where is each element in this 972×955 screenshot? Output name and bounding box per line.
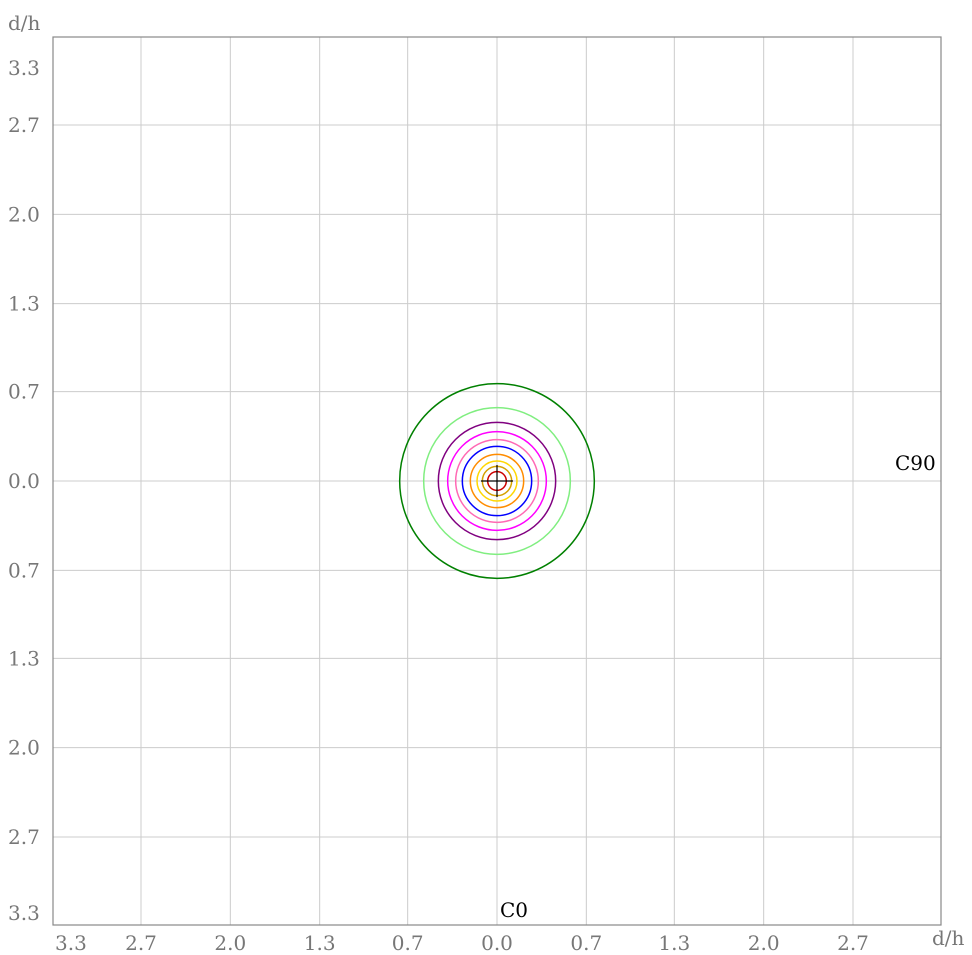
contour-ring — [461, 445, 533, 517]
x-tick-label: 0.7 — [570, 931, 602, 955]
y-tick-label: 3.3 — [8, 901, 40, 925]
x-tick-label: 0.7 — [392, 931, 424, 955]
contour-ring — [454, 438, 540, 524]
plane-label-c0: C0 — [500, 898, 528, 922]
y-tick-label: 2.0 — [8, 202, 40, 226]
y-axis-unit-label: d/h — [8, 11, 41, 35]
x-axis-unit-label: d/h — [932, 926, 965, 950]
y-tick-label: 2.0 — [8, 736, 40, 760]
contour-ring — [437, 421, 557, 541]
contour-ring — [398, 382, 596, 580]
y-tick-label: 2.7 — [8, 825, 40, 849]
y-tick-labels: 3.3 2.7 2.0 1.3 0.7 0.0 0.7 1.3 2.0 2.7 3.3 — [8, 56, 40, 925]
x-tick-label: 1.3 — [658, 931, 690, 955]
y-tick-label: 3.3 — [8, 56, 40, 80]
y-tick-label: 1.3 — [8, 646, 40, 670]
y-tick-label: 1.3 — [8, 292, 40, 316]
contour-ring — [469, 453, 525, 509]
contour-ring — [446, 430, 548, 532]
y-tick-label: 0.7 — [8, 558, 40, 582]
x-tick-label: 0.0 — [481, 931, 513, 955]
y-tick-label: 0.7 — [8, 380, 40, 404]
y-tick-label: 0.0 — [8, 469, 40, 493]
contour-ring — [476, 460, 518, 502]
plot-frame — [52, 36, 942, 926]
x-tick-label: 2.0 — [748, 931, 780, 955]
x-tick-labels: 3.3 2.7 2.0 1.3 0.7 0.0 0.7 1.3 2.0 2.7 — [55, 931, 869, 955]
contour-ring — [422, 406, 572, 556]
plane-label-c90: C90 — [895, 451, 936, 475]
x-tick-label: 2.0 — [214, 931, 246, 955]
center-marker — [481, 465, 513, 497]
y-tick-label: 2.7 — [8, 113, 40, 137]
x-tick-label: 3.3 — [55, 931, 87, 955]
x-tick-label: 1.3 — [304, 931, 336, 955]
x-tick-label: 2.7 — [837, 931, 869, 955]
x-tick-label: 2.7 — [125, 931, 157, 955]
